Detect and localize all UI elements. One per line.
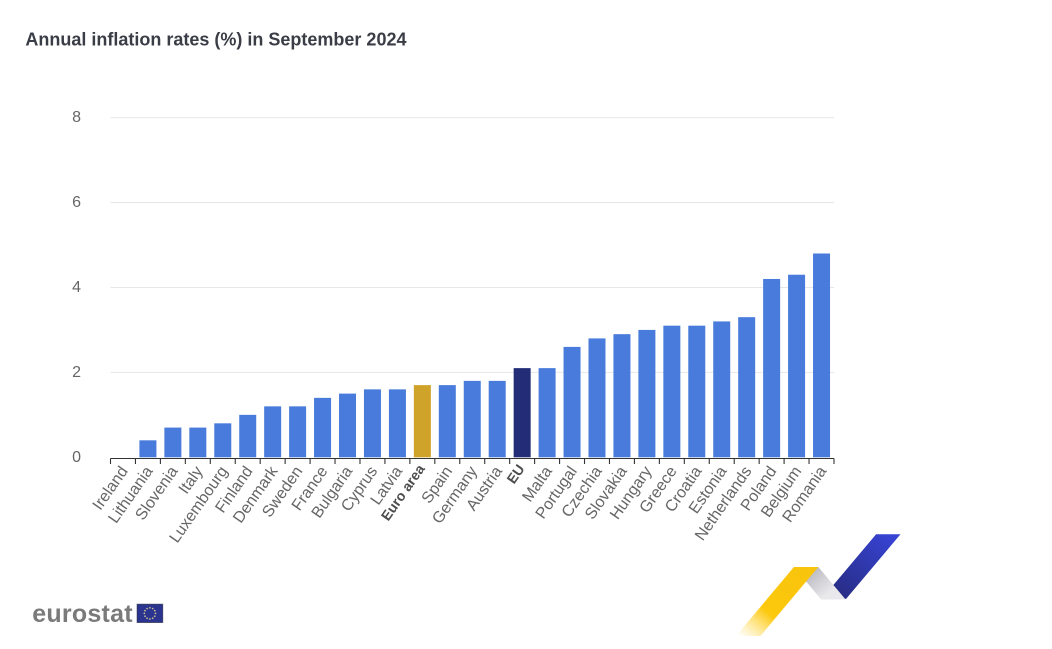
svg-text:2: 2 — [72, 364, 81, 381]
svg-text:4: 4 — [72, 279, 81, 296]
svg-text:eurostat: eurostat — [32, 600, 133, 628]
svg-text:6: 6 — [72, 194, 81, 211]
svg-text:0: 0 — [72, 449, 81, 466]
svg-text:EU: EU — [503, 461, 527, 486]
svg-text:Annual inflation rates (%) in: Annual inflation rates (%) in September … — [25, 29, 406, 49]
svg-text:8: 8 — [72, 109, 81, 126]
